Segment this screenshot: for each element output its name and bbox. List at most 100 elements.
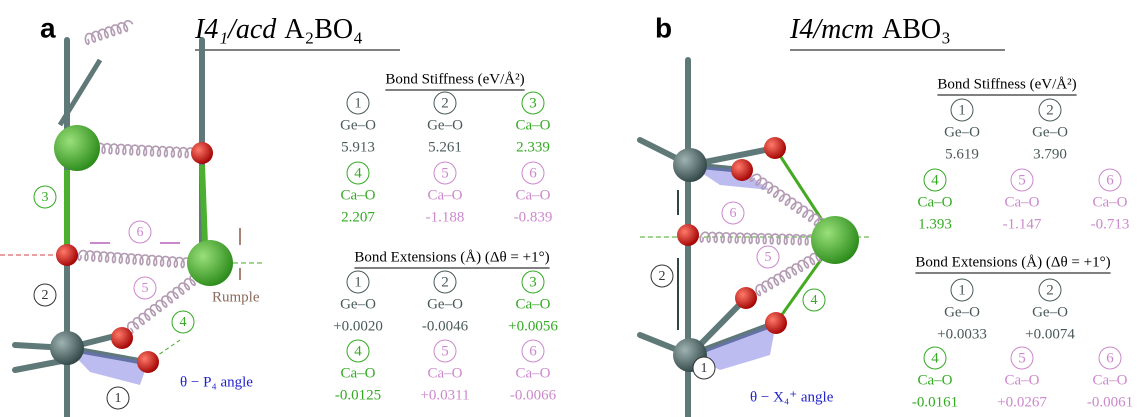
bond-index: 1: [958, 282, 966, 298]
bond-value: -0.0061: [1087, 394, 1133, 410]
bond-index: 6: [529, 165, 537, 181]
o-atom: [764, 137, 786, 159]
structure-a: [0, 21, 265, 417]
formula: A₂BO₄: [284, 14, 363, 45]
bond-index: 4: [931, 350, 939, 366]
bond-name: Ge–O: [944, 304, 980, 320]
bond-index: 6: [137, 225, 144, 240]
ca-atom: [54, 125, 100, 171]
bond-value: -1.147: [1003, 216, 1042, 232]
bond-value: +0.0020: [333, 318, 383, 334]
ge-atom: [673, 148, 707, 182]
bond-value: +0.0033: [937, 326, 987, 342]
o-atom: [111, 327, 133, 349]
bond-value: +0.0056: [508, 318, 558, 334]
table-title: Bond Extensions (Å) (Δθ = +1°): [915, 254, 1110, 270]
bond-index: 1: [958, 102, 966, 118]
rumple-label: Rumple: [212, 289, 260, 305]
bond-value: -1.188: [426, 209, 465, 225]
bond-name: Ge–O: [427, 117, 463, 133]
bond-name: Ge–O: [1032, 304, 1068, 320]
bond-value: 2.207: [341, 209, 375, 225]
panel-title: I4/mcm ABO₃: [789, 14, 951, 45]
bond-index: 5: [441, 343, 449, 359]
bond-value: 2.339: [516, 139, 550, 155]
bond-index: 6: [730, 206, 737, 221]
o-atom: [191, 142, 213, 164]
bond-name: Ge–O: [340, 117, 376, 133]
bond-index: 6: [529, 343, 537, 359]
o-atom: [56, 244, 78, 266]
bond-value: 1.393: [918, 216, 952, 232]
panel-label: a: [40, 12, 56, 43]
bond-value: 5.261: [428, 139, 462, 155]
spring: [95, 143, 195, 157]
formula: ABO₃: [882, 14, 951, 45]
bond-name: Ca–O: [1093, 372, 1128, 388]
bond-index: 5: [1018, 172, 1026, 188]
bond-index: 6: [1106, 172, 1114, 188]
bond-value: 3.790: [1033, 146, 1067, 162]
spring: [85, 21, 132, 44]
bond-name: Ge–O: [340, 296, 376, 312]
bond-index: 2: [441, 95, 449, 111]
bond-name: Ca–O: [918, 194, 953, 210]
bond: [202, 165, 205, 245]
spring: [750, 174, 825, 226]
bond-name: Ca–O: [341, 365, 376, 381]
bond-name: Ca–O: [516, 187, 551, 203]
table-title: Bond Extensions (Å) (Δθ = +1°): [354, 249, 549, 265]
spring: [78, 250, 191, 267]
table-title: Bond Stiffness (eV/Å²): [937, 76, 1076, 92]
bond-value: 5.619: [945, 146, 979, 162]
bond-value: -0.0046: [422, 318, 469, 334]
space-group: I4₁/acd: [194, 14, 277, 45]
bond-index: 1: [354, 274, 362, 290]
o-atom: [765, 312, 787, 334]
bond-index: 3: [42, 190, 49, 205]
panel-label: b: [655, 12, 672, 43]
bond-index: 2: [441, 274, 449, 290]
bond-index: 3: [529, 95, 537, 111]
space-group: I4/mcm: [789, 14, 874, 45]
bond-index: 2: [1046, 102, 1054, 118]
bond-value: +0.0074: [1025, 326, 1075, 342]
bond-index: 5: [441, 165, 449, 181]
bond-index: 4: [811, 293, 818, 308]
bond-name: Ca–O: [516, 117, 551, 133]
bond-name: Ca–O: [516, 365, 551, 381]
bond-index: 5: [1018, 350, 1026, 366]
bond-index: 2: [1046, 282, 1054, 298]
bond-name: Ca–O: [516, 296, 551, 312]
ca-atom: [811, 216, 859, 264]
bond-index: 1: [115, 391, 122, 406]
bond-value: +0.0311: [420, 387, 469, 403]
angle-label: θ − P₄ angle: [180, 374, 253, 390]
o-atom: [677, 224, 699, 246]
o-atom: [137, 351, 159, 373]
bond-index: 5: [765, 250, 772, 265]
bond-name: Ge–O: [1032, 124, 1068, 140]
ca-atom: [187, 240, 233, 286]
bond-value: -0.0125: [335, 387, 381, 403]
bond-index: 2: [659, 269, 666, 284]
bond-index: 1: [354, 95, 362, 111]
bond-name: Ge–O: [427, 296, 463, 312]
bond-index: 5: [142, 281, 149, 296]
bond-index: 4: [354, 165, 362, 181]
ge-atom: [50, 331, 84, 365]
bond-index: 1: [701, 361, 708, 376]
bond-index: 2: [42, 288, 49, 303]
bond-value: -0.713: [1091, 216, 1130, 232]
bond-index: 4: [180, 315, 187, 330]
bond-name: Ca–O: [918, 372, 953, 388]
bond-name: Ca–O: [1005, 372, 1040, 388]
bond-index: 6: [1106, 350, 1114, 366]
bond-index: 3: [529, 274, 537, 290]
bond-value: -0.0161: [912, 394, 958, 410]
bond-name: Ca–O: [1093, 194, 1128, 210]
bond-name: Ca–O: [341, 187, 376, 203]
spring: [700, 232, 815, 245]
bond-index: 4: [931, 172, 939, 188]
